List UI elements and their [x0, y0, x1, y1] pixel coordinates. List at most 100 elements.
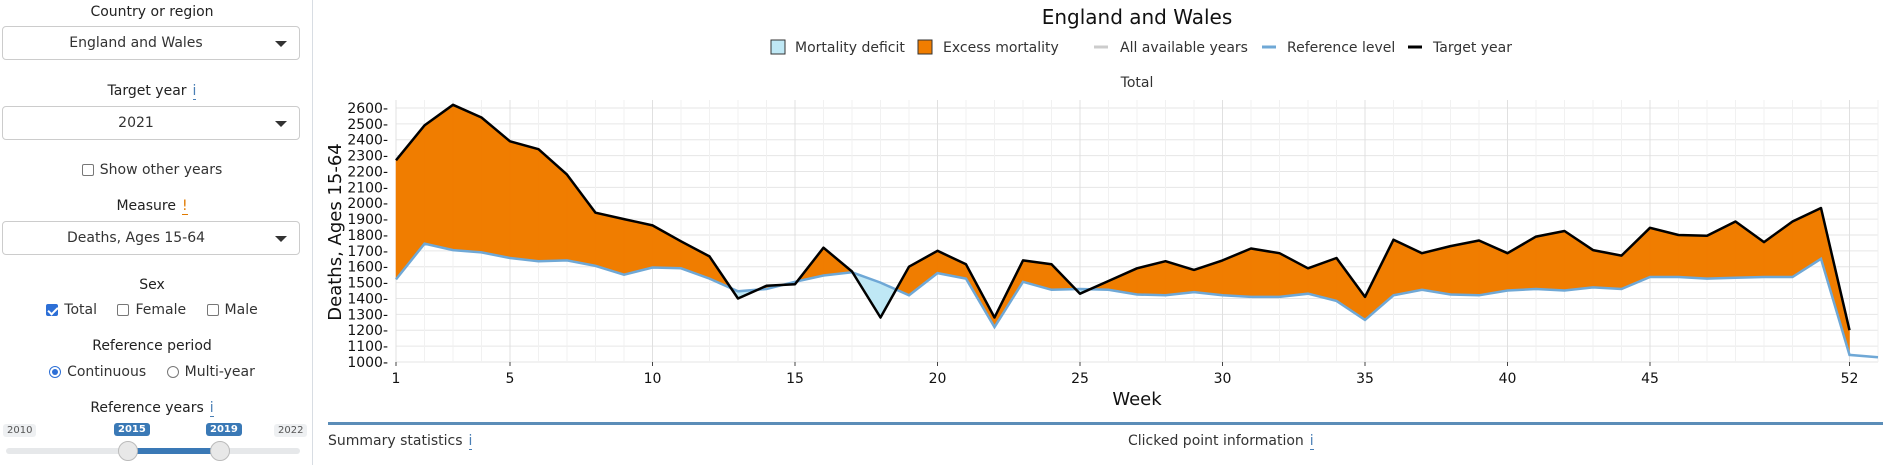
y-axis-label: Deaths, Ages 15-64 — [325, 143, 346, 320]
sex-option-label: Male — [224, 302, 258, 318]
slider-handle-from[interactable] — [118, 441, 138, 461]
country-select-value: England and Wales — [69, 35, 203, 51]
y-tick-label: 2500- — [347, 117, 388, 133]
x-tick-label: 40 — [1499, 371, 1517, 387]
continuous-radio[interactable] — [49, 366, 62, 378]
sex-option-female[interactable]: Female — [117, 302, 186, 318]
reference-period-multi-year[interactable]: Multi-year — [166, 364, 255, 380]
country-select[interactable]: England and Wales — [2, 26, 300, 60]
sex-label: Sex — [139, 277, 165, 293]
x-tick-label: 20 — [929, 371, 947, 387]
x-axis-label: Week — [1112, 389, 1162, 410]
y-tick-label: 1700- — [347, 244, 388, 260]
info-icon[interactable]: i — [1309, 433, 1314, 450]
show-other-years-checkbox[interactable] — [81, 164, 94, 176]
legend-label: Mortality deficit — [795, 40, 905, 56]
slider-max-label: 2022 — [274, 424, 308, 437]
x-tick-label: 10 — [644, 371, 662, 387]
excess-mortality-area — [538, 148, 568, 262]
chart-areas — [395, 104, 1850, 355]
x-tick-label: 5 — [506, 371, 515, 387]
radio-label: Multi-year — [184, 364, 255, 380]
excess-mortality-area — [1763, 221, 1793, 278]
panel-subtitle: Total — [1120, 75, 1154, 91]
excess-mortality-area — [1735, 221, 1765, 279]
x-tick-label: 1 — [392, 371, 401, 387]
y-tick-label: 1400- — [347, 291, 388, 307]
excess-mortality-area — [452, 104, 482, 253]
y-tick-label: 1600- — [347, 260, 388, 276]
y-axis: 1000-1100-1200-1300-1400-1500-1600-1700-… — [347, 101, 388, 371]
warning-icon[interactable]: ! — [181, 198, 188, 215]
target-year-select-value: 2021 — [118, 115, 154, 131]
info-icon[interactable]: i — [468, 433, 473, 450]
measure-label-row: Measure! — [0, 198, 304, 215]
sex-option-label: Total — [64, 302, 97, 318]
excess-mortality-area — [509, 140, 539, 262]
clicked-point-label: Clicked point information — [1128, 433, 1304, 449]
legend-label: Reference level — [1287, 40, 1395, 56]
x-tick-label: 45 — [1641, 371, 1659, 387]
x-tick-label: 35 — [1356, 371, 1374, 387]
chart-title: England and Wales — [1042, 5, 1233, 29]
excess-mortality-area — [1450, 240, 1480, 296]
sex-total-checkbox[interactable] — [46, 304, 59, 316]
control-sidebar: Country or region England and Wales Targ… — [0, 0, 313, 465]
sex-female-checkbox[interactable] — [117, 304, 130, 316]
x-tick-label: 30 — [1214, 371, 1232, 387]
slider-to-label: 2019 — [206, 423, 242, 436]
excess-mortality-area — [1535, 230, 1565, 291]
mortality-chart: England and Wales Mortality deficit Exce… — [325, 5, 1879, 410]
chevron-down-icon — [275, 121, 287, 127]
y-tick-label: 2400- — [347, 133, 388, 149]
reference-years-label-row: Reference years i — [0, 400, 304, 417]
sex-option-total[interactable]: Total — [46, 302, 97, 318]
summary-statistics-header: Summary statistics i — [328, 433, 473, 450]
y-tick-label: 2100- — [347, 180, 388, 196]
legend-label: All available years — [1120, 40, 1248, 56]
target-year-select[interactable]: 2021 — [2, 106, 300, 140]
y-tick-label: 2600- — [347, 101, 388, 117]
y-tick-label: 2300- — [347, 149, 388, 165]
reference-period-continuous[interactable]: Continuous — [49, 364, 146, 380]
multi-year-radio[interactable] — [166, 366, 179, 378]
slider-handle-to[interactable] — [210, 441, 230, 461]
y-tick-label: 1500- — [347, 276, 388, 292]
reference-years-slider-track[interactable] — [6, 448, 300, 454]
measure-select[interactable]: Deaths, Ages 15-64 — [2, 221, 300, 255]
clicked-point-header: Clicked point information i — [1128, 433, 1314, 450]
excess-mortality-area — [1678, 234, 1708, 279]
info-icon[interactable]: i — [192, 83, 197, 100]
measure-select-value: Deaths, Ages 15-64 — [66, 230, 206, 246]
target-year-label: Target year — [107, 83, 187, 99]
sex-option-male[interactable]: Male — [206, 302, 258, 318]
radio-label: Continuous — [67, 364, 147, 380]
show-other-years-row[interactable]: Show other years — [0, 162, 304, 178]
reference-years-label: Reference years — [90, 400, 204, 416]
reference-period-options: Continuous Multi-year — [0, 364, 304, 380]
slider-min-label: 2010 — [3, 424, 37, 437]
y-tick-label: 1800- — [347, 228, 388, 244]
info-icon[interactable]: i — [209, 400, 214, 417]
x-axis: 1 5 10 15 20 25 30 35 40 45 52 — [392, 362, 1858, 387]
target-year-label-row: Target year i — [0, 83, 304, 100]
country-label: Country or region — [90, 4, 214, 20]
sex-male-checkbox[interactable] — [206, 304, 219, 316]
y-tick-label: 1100- — [347, 339, 388, 355]
slider-selected-range — [128, 448, 220, 454]
excess-mortality-area — [652, 224, 682, 269]
y-tick-label: 2000- — [347, 196, 388, 212]
panel-divider — [328, 422, 1883, 425]
excess-mortality-area — [424, 104, 454, 251]
measure-label: Measure — [116, 198, 176, 214]
legend-swatch-mortality-deficit — [770, 39, 786, 55]
excess-mortality-area — [623, 218, 653, 276]
y-tick-label: 1000- — [347, 355, 388, 371]
sex-option-label: Female — [135, 302, 187, 318]
excess-mortality-area — [1706, 221, 1736, 279]
legend-swatch-excess-mortality — [917, 39, 933, 55]
chart-lines — [395, 103, 1879, 359]
excess-mortality-area — [595, 212, 625, 276]
y-tick-label: 1300- — [347, 307, 388, 323]
chart-legend: Mortality deficit Excess mortality All a… — [770, 39, 1512, 56]
